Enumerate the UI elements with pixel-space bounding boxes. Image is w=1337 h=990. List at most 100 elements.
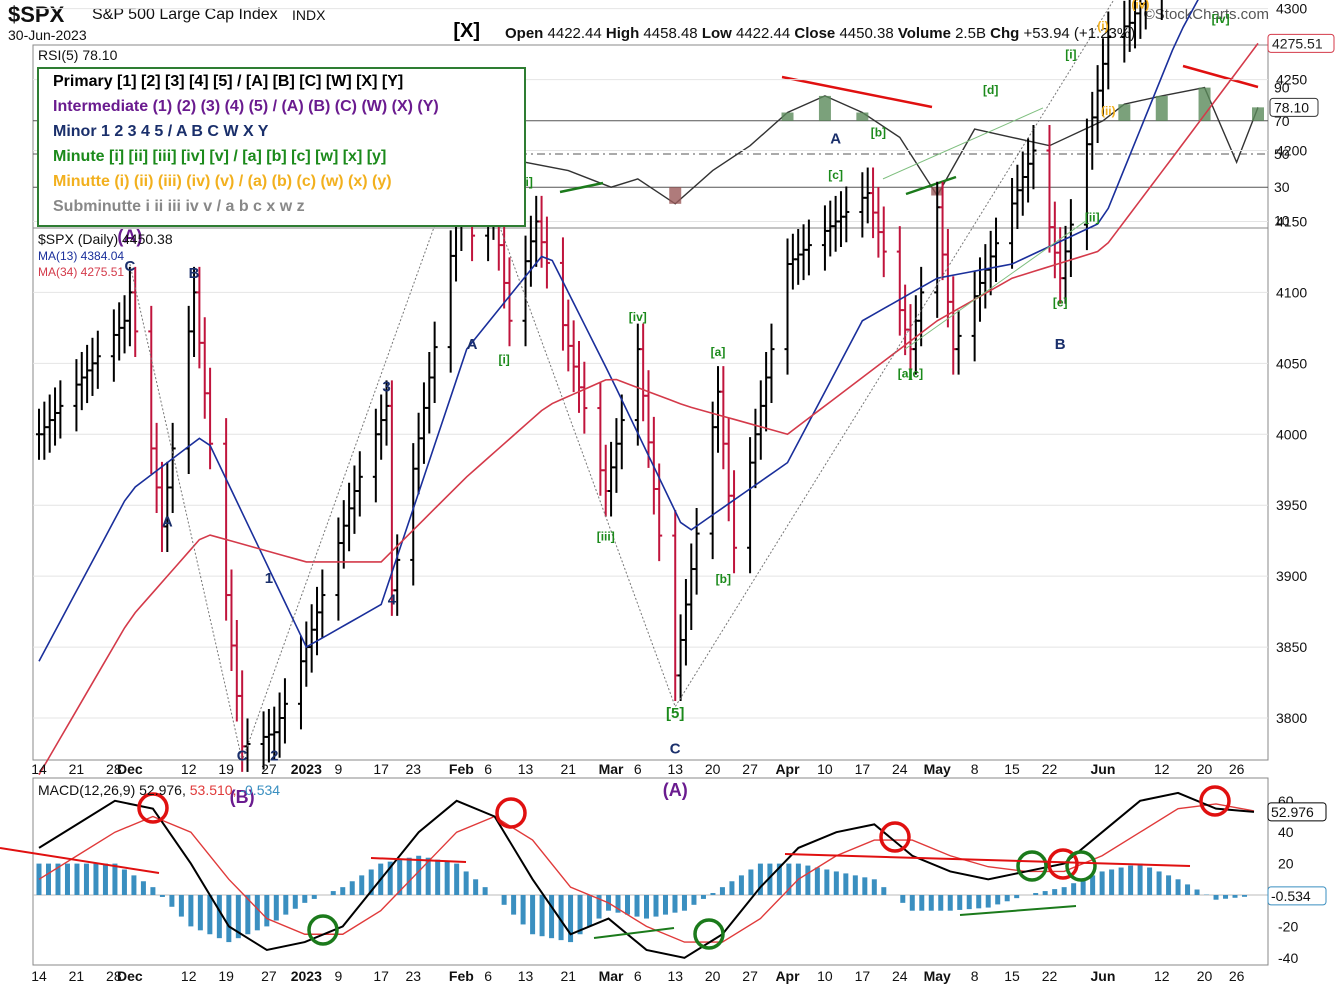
macd-x-tick: 14 (31, 968, 47, 984)
macd-hist-bar (776, 863, 782, 895)
macd-hist-bar (995, 895, 1001, 905)
price-bar (426, 351, 433, 434)
green-macd-trend-line (959, 905, 1077, 916)
macd-hist-bar (273, 895, 279, 921)
price-x-tick: 9 (335, 761, 343, 777)
price-x-tick: 12 (1154, 761, 1170, 777)
macd-hist-bar (738, 875, 744, 895)
macd-tick-label: 20 (1278, 856, 1294, 872)
macd-hist-bar (387, 861, 393, 895)
macd-hist-bar (729, 881, 735, 895)
macd-hist-bar (1156, 871, 1162, 895)
macd-hist-bar (283, 895, 289, 915)
rsi-overbought-fill (1252, 107, 1264, 121)
macd-hist-bar (444, 861, 450, 895)
price-bar (372, 408, 379, 503)
macd-hist-bar (501, 895, 507, 905)
wave-label: C (237, 748, 248, 765)
macd-hist-bar (900, 895, 906, 903)
macd-hist-bar (919, 895, 925, 911)
macd-hist-bar (587, 895, 593, 927)
price-x-tick: 2023 (291, 761, 322, 777)
macd-hist-bar (1080, 879, 1086, 895)
price-x-tick: 28 (106, 761, 122, 777)
price-x-tick: 6 (484, 761, 492, 777)
macd-hist-bar (406, 857, 412, 895)
macd-x-tick: 12 (1154, 968, 1170, 984)
price-bar (602, 444, 609, 517)
macd-hist-bar (1185, 884, 1191, 895)
price-bar (821, 205, 828, 271)
wave-label: [iv] (1212, 12, 1230, 26)
price-x-tick: 26 (1229, 761, 1245, 777)
stockcharts-logo[interactable]: ©StockCharts.com (1143, 6, 1269, 23)
macd-hist-bar (1147, 867, 1153, 895)
price-bar (223, 418, 230, 621)
price-x-tick: 21 (561, 761, 577, 777)
price-bar (308, 604, 315, 673)
price-bar (805, 219, 812, 276)
macd-hist-bar (634, 895, 640, 917)
macd-hist-bar (330, 891, 336, 895)
price-bar (233, 619, 240, 722)
index-name: S&P 500 Large Cap Index (92, 6, 278, 23)
legend-primary: Primary [1] [2] [3] [4] [5] / [A] [B] [C… (53, 73, 404, 90)
macd-x-tick: 10 (817, 968, 833, 984)
ma34-line (38, 42, 1259, 776)
price-bar (314, 586, 321, 656)
volume-value: 2.5B (955, 25, 986, 42)
macd-hist-bar (169, 895, 175, 907)
rsi-tick-label: 10 (1274, 212, 1290, 228)
macd-hist-bar (691, 895, 697, 905)
macd-hist-bar (530, 895, 536, 935)
macd-hist-bar (1128, 865, 1134, 895)
macd-x-tick: 8 (971, 968, 979, 984)
wave-label: [i] (1065, 47, 1076, 61)
price-bar (656, 463, 663, 562)
macd-hist-bar (938, 895, 944, 911)
rsi-overbought-fill (1118, 104, 1131, 121)
macd-hist-bar (871, 879, 877, 895)
price-bar (795, 229, 802, 285)
price-bar (715, 366, 722, 453)
wave-label: A (830, 130, 841, 147)
macd-label-hist: -0.534 (240, 782, 281, 798)
price-x-tick: 21 (69, 761, 85, 777)
price-x-tick: 20 (705, 761, 721, 777)
price-bar (950, 276, 957, 375)
price-x-tick: Dec (117, 761, 143, 777)
price-bar (955, 310, 962, 375)
red-macd-trend-line (784, 853, 1191, 867)
macd-tick-label: 40 (1278, 824, 1294, 840)
macd-hist-bar (1099, 871, 1105, 895)
price-bar (116, 302, 123, 361)
price-bar (693, 508, 700, 595)
macd-hist-bar (1137, 863, 1143, 895)
macd-hist-bar (1194, 889, 1200, 895)
price-x-tick: 27 (261, 761, 277, 777)
macd-hist-bar (833, 871, 839, 895)
price-bar (672, 510, 679, 701)
price-bar (89, 337, 96, 396)
price-x-tick: Mar (599, 761, 624, 777)
macd-hist-tag-box (1267, 886, 1327, 906)
price-x-tick: Apr (775, 761, 800, 777)
macd-hist-bar (852, 875, 858, 895)
price-bar (613, 418, 620, 493)
macd-x-tick: 6 (634, 968, 642, 984)
price-bar (982, 244, 989, 309)
macd-hist-bar (226, 895, 232, 943)
macd-hist-bar (805, 865, 811, 895)
price-bar (153, 422, 160, 513)
price-tick-label: 3900 (1276, 568, 1307, 584)
price-bar (565, 299, 572, 372)
macd-x-tick: 6 (484, 968, 492, 984)
wave-legend: Primary [1] [2] [3] [4] [5] / [A] [B] [C… (37, 67, 526, 227)
macd-line (38, 791, 1255, 959)
price-bar (121, 295, 128, 354)
price-bar (169, 422, 176, 513)
price-tick-label: 4250 (1276, 72, 1307, 88)
wave-label: C (124, 258, 135, 275)
wave-label: [c] (828, 168, 843, 182)
